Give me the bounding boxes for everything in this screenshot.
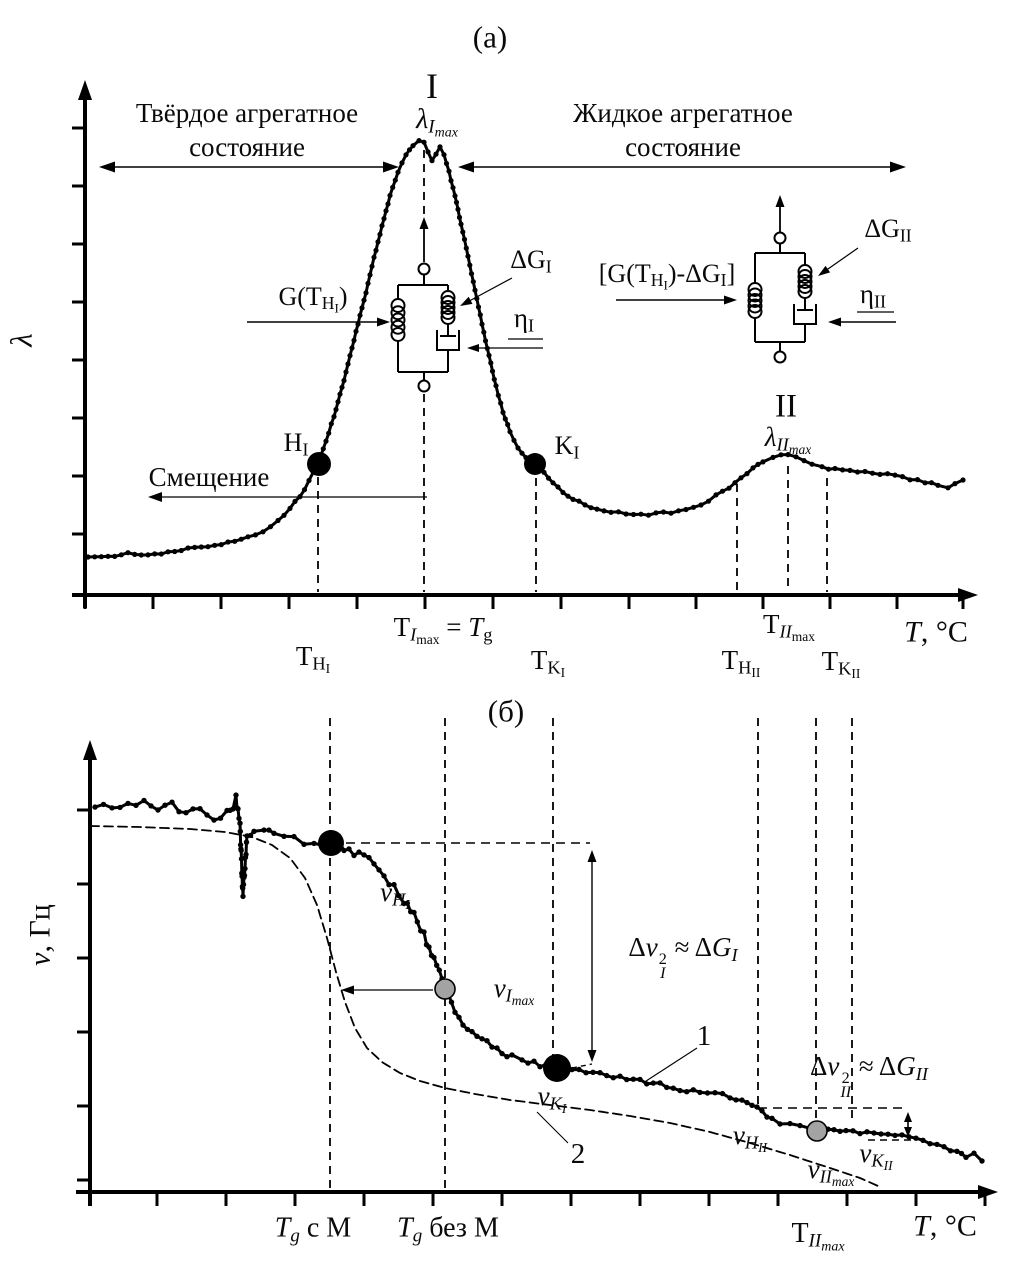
panel-panel_b-axes <box>76 740 998 1206</box>
label-point-label-H-I: HI <box>283 428 309 460</box>
panel-panel_b-markers <box>318 830 828 1142</box>
label-nu-I-max: νImax <box>493 972 535 1008</box>
panel-panel_a-markers <box>307 452 546 476</box>
point-H-I <box>307 452 331 476</box>
label-eta-II: ηII <box>859 279 887 312</box>
label-curve-2-number: 2 <box>570 1137 586 1170</box>
label-x-axis-label-a: T, °C <box>904 615 968 649</box>
lambda-thermogram <box>85 138 966 560</box>
label-solid-state-line2: состояние <box>189 131 305 162</box>
label-title-b: (б) <box>487 693 525 729</box>
label-nu-K-I: νKI <box>537 1080 567 1116</box>
label-delta-G-I: ΔGI <box>510 245 552 277</box>
label-peak-II-numeral: II <box>775 388 797 425</box>
label-T-I-max-eq-Tg: TImax = Tg <box>393 611 493 647</box>
label-delta-G-II: ΔGII <box>864 214 912 246</box>
label-T-II-max-b: TIImax <box>791 1217 845 1255</box>
panel-panel_b <box>76 718 998 1206</box>
label-nu-H-II: νHII <box>732 1119 768 1155</box>
point-K-I <box>524 453 546 475</box>
label-modulus-G-minus-dG: [G(THI)-ΔGI] <box>598 258 736 293</box>
label-nu-K-II: νKII <box>859 1137 893 1173</box>
label-y-axis-label-b: ν, Гц <box>23 904 57 966</box>
label-modulus-G-TH: G(THI) <box>278 281 348 316</box>
panel-panel_a-axes <box>72 80 978 609</box>
label-T-K-II: TKII <box>821 645 861 681</box>
label-lambda-I-max: λImax <box>416 103 458 141</box>
label-delta-nu-I-approx: Δν 2 I ≈ ΔGI <box>628 932 738 983</box>
panel-panel_a-guides <box>317 150 828 592</box>
kelvin-model-I <box>390 262 460 393</box>
label-liquid-state-line1: Жидкое агрегатное <box>573 97 793 128</box>
panel-panel_a-annotations <box>99 161 906 502</box>
point-nu-I-max <box>434 978 456 1000</box>
label-Tg-with-M: Tg с М <box>274 1212 352 1247</box>
label-solid-state-line1: Твёрдое агрегатное <box>135 97 359 128</box>
point-nu-K-I <box>543 1054 571 1082</box>
label-T-H-I: THI <box>295 640 331 676</box>
label-shift-label: Смещение <box>148 461 270 492</box>
label-y-axis-label-a: λ <box>3 333 39 347</box>
panel-panel_b-guides <box>329 718 914 1190</box>
label-T-II-max-a: TIImax <box>763 608 815 644</box>
label-x-axis-label-b: T, °C <box>913 1209 977 1243</box>
point-nu-H-I <box>318 830 344 856</box>
label-T-K-I: TKI <box>530 644 566 680</box>
label-peak-I-numeral: I <box>426 66 438 107</box>
label-liquid-state-line2: состояние <box>625 131 741 162</box>
label-Tg-without-M: Tg без М <box>397 1212 499 1247</box>
label-eta-I: ηI <box>513 303 535 336</box>
panel-panel_b-annotations <box>341 850 912 1144</box>
label-lambda-II-max: λIImax <box>764 421 812 457</box>
label-nu-H-I: νHI <box>380 876 410 912</box>
panel-panel_a <box>72 80 978 609</box>
kelvin-model-II <box>747 231 817 364</box>
label-delta-nu-II-approx: Δν 2 II ≈ ΔGII <box>809 1051 929 1102</box>
label-title-a: (а) <box>472 19 508 55</box>
label-T-H-II: THII <box>721 644 761 680</box>
point-nu-II-max <box>806 1120 828 1142</box>
label-point-label-K-I: KI <box>554 431 580 463</box>
label-nu-II-max: νIImax <box>807 1153 855 1189</box>
label-curve-1-number: 1 <box>696 1019 712 1052</box>
